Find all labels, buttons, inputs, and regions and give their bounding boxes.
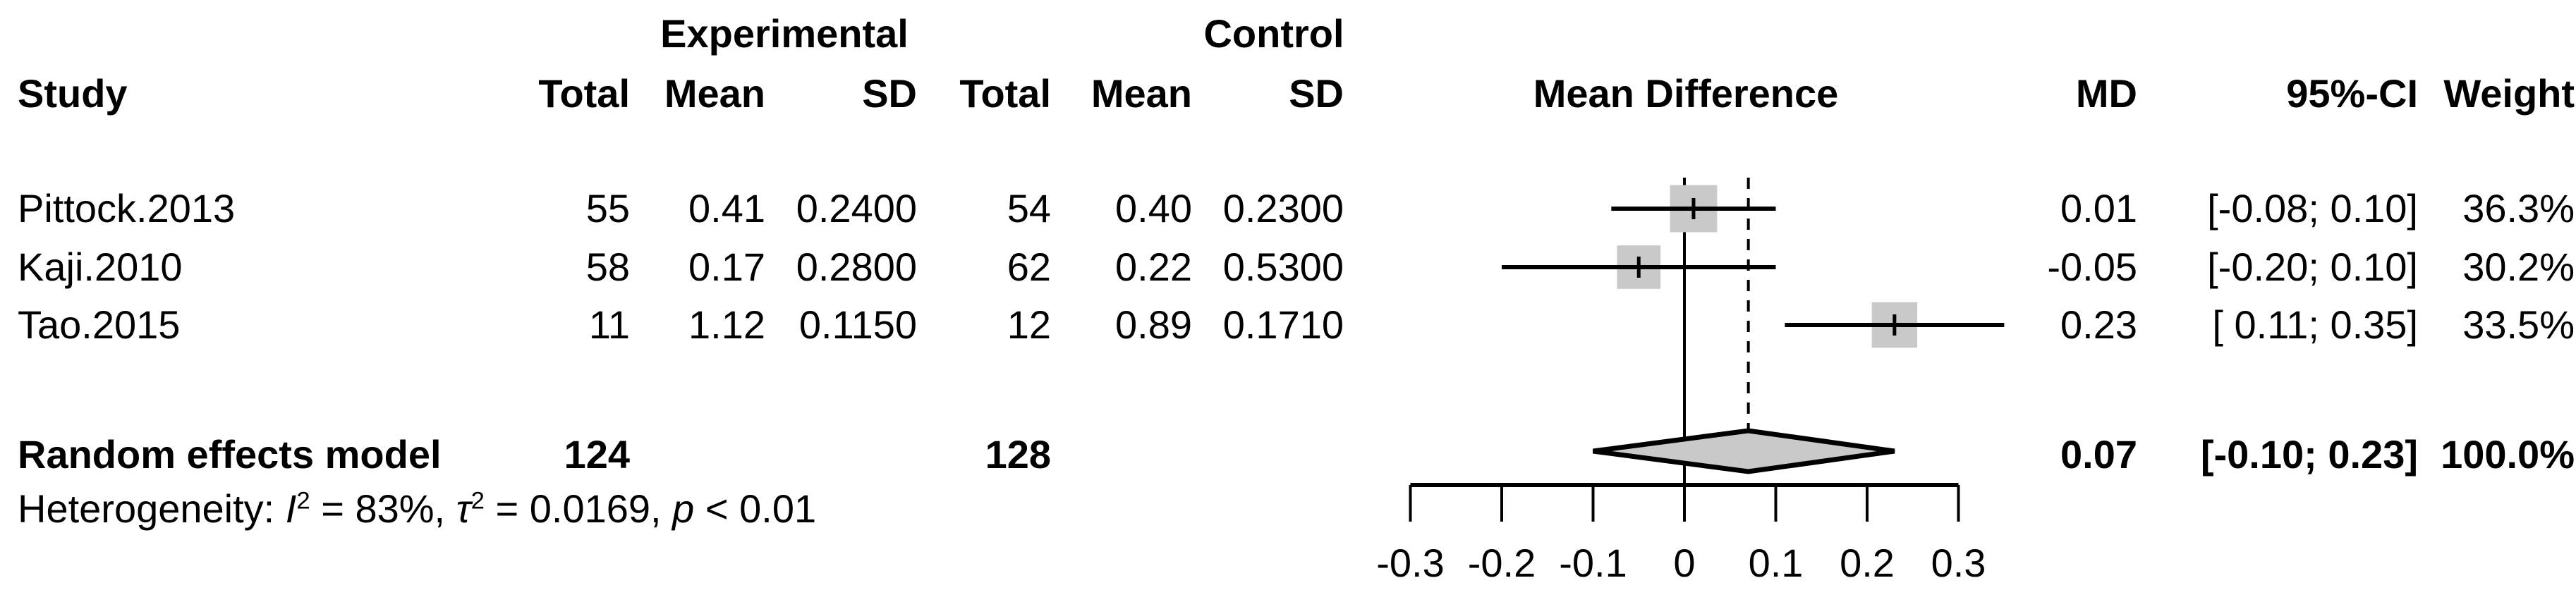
heterogeneity-text-part: = 83%, [310,486,456,531]
x-axis-tick-label: 0.2 [1840,541,1895,585]
ctl-sd-value: 0.2300 [1222,186,1344,231]
heterogeneity-text-part: 2 [470,487,485,515]
summary-exp-total: 124 [564,432,630,477]
summary-weight: 100.0% [2441,432,2575,477]
x-axis-tick [1957,485,1960,522]
x-axis-tick-label: 0 [1673,541,1695,585]
col-header-total-exp: Total [538,71,630,116]
summary-md: 0.07 [2060,432,2137,477]
weight-value: 30.2% [2462,245,2575,289]
point-estimate-tick [1636,257,1641,278]
ci-value: [-0.08; 0.10] [2207,186,2418,231]
study-label: Kaji.2010 [18,245,183,289]
col-header-mean-difference: Mean Difference [1533,71,1839,116]
point-estimate-tick [1892,314,1897,336]
ctl-mean-value: 0.22 [1115,245,1192,289]
col-header-ci: 95%-CI [2286,71,2418,116]
x-axis-tick [1866,485,1869,522]
heterogeneity-text-part: < 0.01 [694,486,817,531]
heterogeneity-note: Heterogeneity: I2 = 83%, τ2 = 0.0169, p … [18,486,816,531]
pooled-diamond [1593,428,1895,474]
heterogeneity-text-part: τ [456,486,471,531]
summary-ctl-total: 128 [985,432,1051,477]
summary-ci: [-0.10; 0.23] [2200,432,2418,477]
ctl-total-value: 12 [1007,302,1051,347]
zero-effect-line [1683,178,1686,485]
group-header-experimental: Experimental [660,11,909,56]
col-header-study: Study [18,71,128,116]
col-header-mean-exp: Mean [664,71,765,116]
point-estimate-tick [1691,198,1696,219]
heterogeneity-text-part: Heterogeneity: [18,486,286,531]
col-header-total-ctl: Total [959,71,1051,116]
col-header-md: MD [2075,71,2137,116]
x-axis-tick [1683,485,1686,522]
exp-sd-value: 0.2400 [796,186,917,231]
ci-value: [ 0.11; 0.35] [2212,302,2418,347]
col-header-weight: Weight [2443,71,2575,116]
ctl-total-value: 62 [1007,245,1051,289]
heterogeneity-text-part: p [672,486,695,531]
md-value: 0.23 [2060,302,2137,347]
ci-value: [-0.20; 0.10] [2207,245,2418,289]
x-axis-tick-label: 0.1 [1749,541,1804,585]
x-axis-tick-label: -0.3 [1376,541,1445,585]
exp-sd-value: 0.2800 [796,245,917,289]
exp-mean-value: 1.12 [688,302,765,347]
x-axis-tick-label: -0.1 [1559,541,1627,585]
md-value: -0.05 [2047,245,2137,289]
x-axis-tick [1409,485,1412,522]
col-header-sd-exp: SD [862,71,917,116]
ctl-sd-value: 0.1710 [1222,302,1344,347]
x-axis-tick [1591,485,1595,522]
summary-label: Random effects model [18,432,442,477]
ctl-mean-value: 0.89 [1115,302,1192,347]
ctl-mean-value: 0.40 [1115,186,1192,231]
study-label: Pittock.2013 [18,186,236,231]
weight-value: 33.5% [2462,302,2575,347]
ctl-total-value: 54 [1007,186,1051,231]
study-label: Tao.2015 [18,302,181,347]
exp-sd-value: 0.1150 [798,302,917,347]
col-header-sd-ctl: SD [1289,71,1344,116]
heterogeneity-text-part: 2 [296,487,310,515]
heterogeneity-text-part: I [285,486,297,531]
ctl-sd-value: 0.5300 [1222,245,1344,289]
exp-mean-value: 0.41 [688,186,765,231]
heterogeneity-text-part: = 0.0169, [484,486,673,531]
col-header-mean-ctl: Mean [1090,71,1192,116]
group-header-control: Control [1203,11,1344,56]
x-axis-tick-label: -0.2 [1468,541,1536,585]
x-axis-tick [1774,485,1778,522]
x-axis-tick-label: 0.3 [1931,541,1986,585]
x-axis-tick [1500,485,1503,522]
exp-total-value: 55 [585,186,630,231]
weight-value: 36.3% [2462,186,2575,231]
exp-total-value: 11 [588,302,630,347]
exp-total-value: 58 [585,245,630,289]
md-value: 0.01 [2060,186,2137,231]
exp-mean-value: 0.17 [688,245,765,289]
